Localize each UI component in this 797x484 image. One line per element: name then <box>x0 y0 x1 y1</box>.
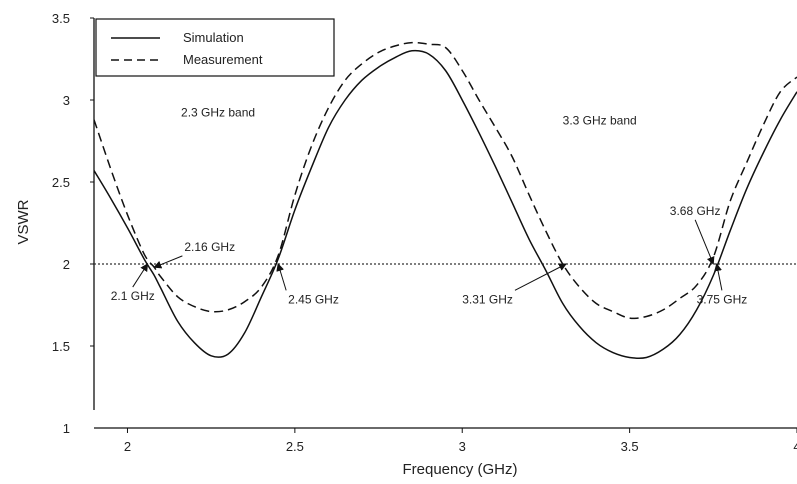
x-tick-label: 3 <box>459 439 466 454</box>
y-tick-label: 1.5 <box>52 339 70 354</box>
annotation-arrow <box>132 263 149 288</box>
annotation-label: 2.1 GHz <box>111 289 155 303</box>
series-line-simulation <box>94 49 797 360</box>
legend-label-simulation: Simulation <box>183 30 244 45</box>
legend-box <box>95 18 335 77</box>
x-axis-label: Frequency (GHz) <box>402 461 517 478</box>
y-axis-label: VSWR <box>15 199 32 244</box>
annotation-label: 3.3 GHz band <box>563 114 637 128</box>
y-tick-label: 2.5 <box>52 175 70 190</box>
y-tick-label: 3 <box>63 93 70 108</box>
annotation-label: 2.3 GHz band <box>181 105 255 119</box>
annotation-arrow <box>514 263 567 291</box>
series-line-measurement <box>94 41 797 320</box>
annotation-label: 2.45 GHz <box>288 292 339 306</box>
annotation-arrow <box>153 255 183 269</box>
x-tick-label: 3.5 <box>621 439 639 454</box>
y-tick-label: 2 <box>63 257 70 272</box>
annotation-arrow <box>694 219 715 265</box>
legend: Simulation Measurement <box>95 18 335 77</box>
legend-label-measurement: Measurement <box>183 52 263 67</box>
annotation-label: 2.16 GHz <box>184 240 235 254</box>
annotation-arrow <box>714 263 723 291</box>
y-tick-label: 1 <box>63 421 70 436</box>
y-tick-label: 3.5 <box>52 11 70 26</box>
annotation-arrow <box>276 263 287 291</box>
x-tick-label: 4 <box>793 439 797 454</box>
annotation-label: 3.31 GHz <box>462 292 513 306</box>
annotation-label: 3.68 GHz <box>670 204 721 218</box>
x-tick-label: 2.5 <box>286 439 304 454</box>
annotation-label: 3.75 GHz <box>697 292 748 306</box>
x-tick-label: 2 <box>124 439 131 454</box>
